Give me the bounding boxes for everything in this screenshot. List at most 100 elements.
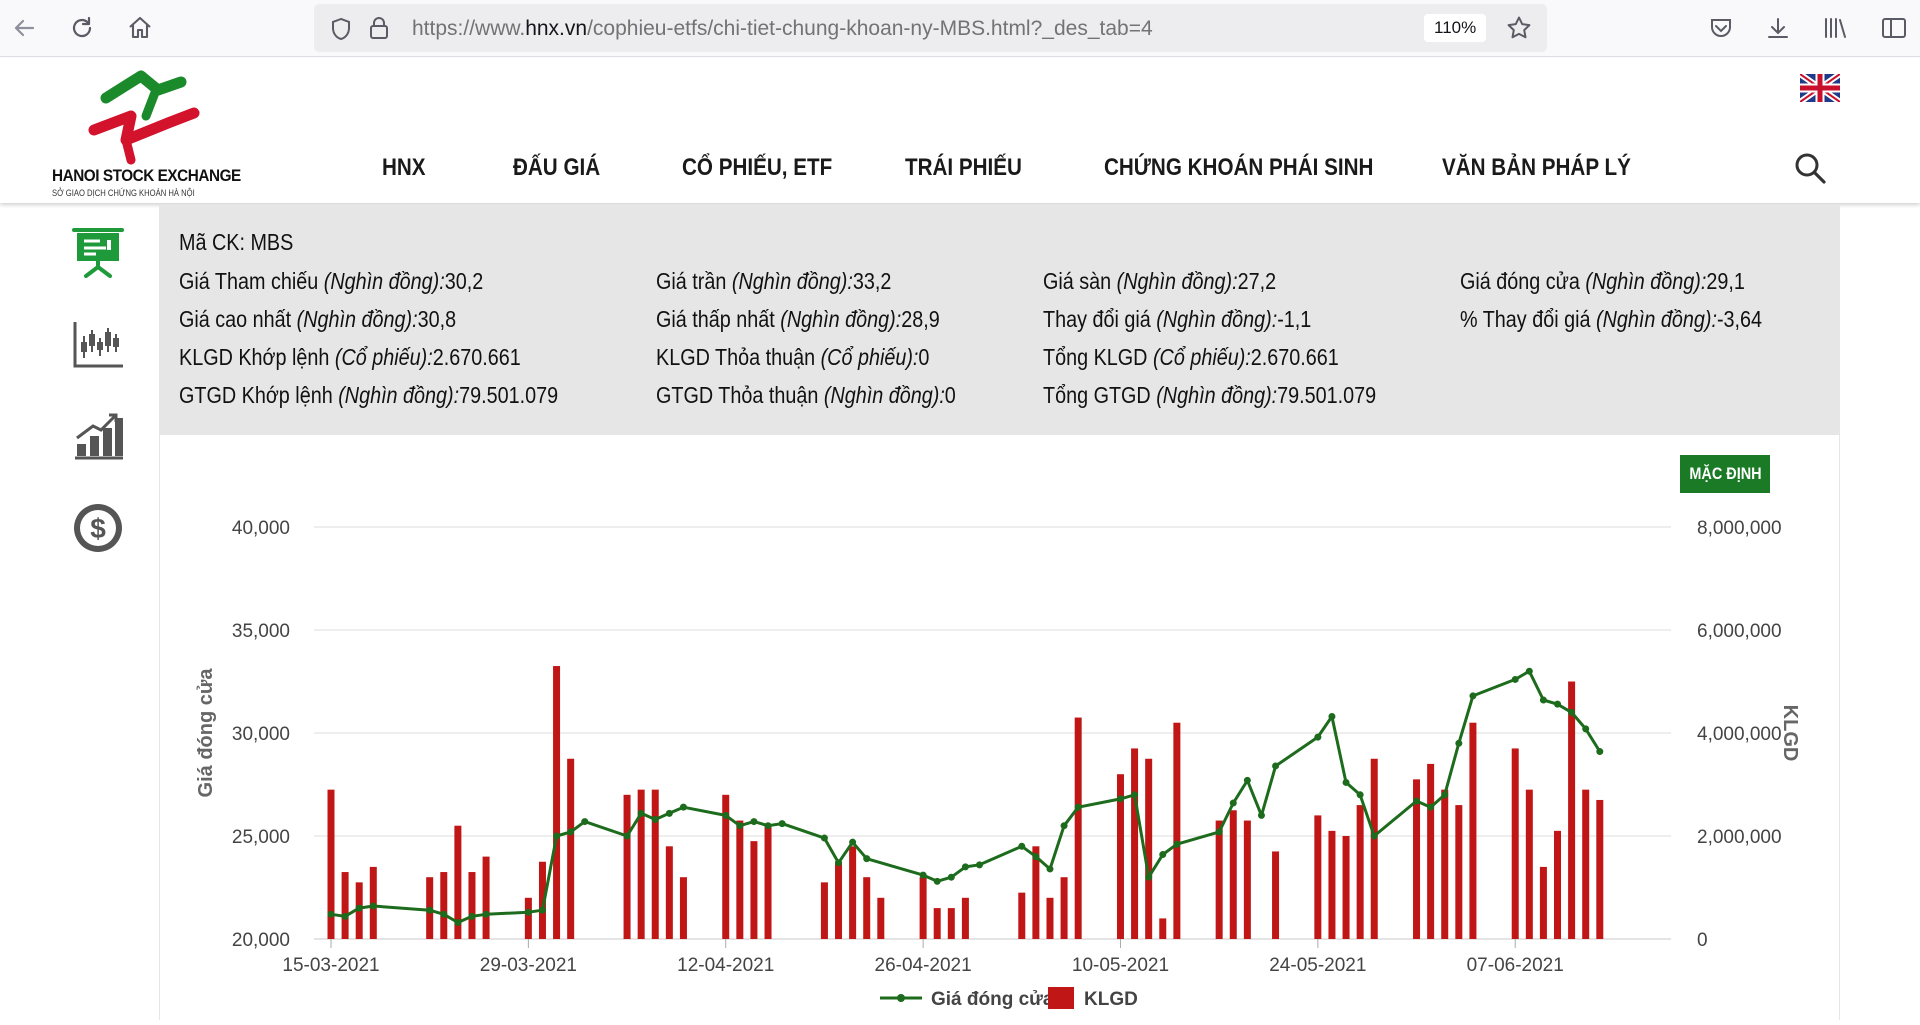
tracking-shield-icon[interactable] bbox=[330, 17, 352, 41]
menu-chung-khoan-phai-sinh[interactable]: CHỨNG KHOÁN PHÁI SINH bbox=[1104, 154, 1374, 181]
volume-bar bbox=[327, 789, 335, 939]
menu-dau-gia[interactable]: ĐẤU GIÁ bbox=[513, 154, 601, 181]
volume-bar bbox=[679, 877, 687, 939]
info-unit: (Nghìn đồng): bbox=[780, 306, 902, 332]
close-price-point bbox=[1469, 692, 1477, 700]
volume-bar bbox=[1173, 722, 1181, 939]
back-icon[interactable] bbox=[8, 12, 40, 44]
close-price-point bbox=[440, 910, 448, 918]
info-item: Giá cao nhất (Nghìn đồng):30,8 bbox=[179, 306, 456, 333]
search-icon[interactable] bbox=[1793, 151, 1827, 185]
close-price-point bbox=[567, 828, 575, 836]
info-item: KLGD Khớp lệnh (Cổ phiếu):2.670.661 bbox=[179, 344, 521, 371]
info-value: 2.670.661 bbox=[432, 344, 521, 370]
presentation-board-icon[interactable] bbox=[70, 224, 126, 280]
info-item: Thay đổi giá (Nghìn đồng):-1,1 bbox=[1043, 306, 1311, 333]
x-tick-label: 29-03-2021 bbox=[480, 955, 577, 976]
close-price-point bbox=[623, 832, 631, 840]
bar-growth-chart-icon[interactable] bbox=[70, 408, 126, 464]
close-price-point bbox=[1511, 675, 1519, 683]
info-item: Giá thấp nhất (Nghìn đồng):28,9 bbox=[656, 306, 940, 333]
close-price-point bbox=[1554, 700, 1562, 708]
volume-bar bbox=[553, 666, 561, 939]
close-price-point bbox=[426, 906, 434, 914]
volume-bar bbox=[1272, 851, 1280, 939]
address-bar[interactable]: https://www.hnx.vn/cophieu-etfs/chi-tiet… bbox=[314, 4, 1547, 52]
x-tick-label: 15-03-2021 bbox=[282, 955, 379, 976]
info-label: Giá Tham chiếu bbox=[179, 268, 319, 294]
close-price-point bbox=[1145, 873, 1153, 881]
close-price-point bbox=[750, 818, 758, 826]
close-price-point bbox=[637, 809, 645, 817]
url-text[interactable]: https://www.hnx.vn/cophieu-etfs/chi-tiet… bbox=[412, 17, 1153, 40]
info-unit: (Nghìn đồng): bbox=[296, 306, 418, 332]
close-price-point bbox=[1525, 667, 1533, 675]
info-label: KLGD Thỏa thuận bbox=[656, 344, 816, 370]
close-price-point bbox=[961, 863, 969, 871]
uk-flag-icon[interactable] bbox=[1800, 74, 1840, 102]
info-label: Tổng GTGD bbox=[1043, 382, 1151, 408]
close-price-point bbox=[1356, 791, 1364, 799]
volume-bar bbox=[1342, 836, 1350, 939]
y-left-tick-label: 25,000 bbox=[232, 827, 290, 848]
library-icon[interactable] bbox=[1820, 12, 1852, 44]
bookmark-star-icon[interactable] bbox=[1506, 15, 1532, 41]
close-price-point bbox=[1427, 803, 1435, 811]
close-price-point bbox=[849, 838, 857, 846]
info-label: Giá đóng cửa bbox=[1460, 268, 1580, 294]
info-item: Giá đóng cửa (Nghìn đồng):29,1 bbox=[1460, 268, 1745, 295]
close-price-point bbox=[369, 902, 377, 910]
legend-line-marker bbox=[897, 994, 905, 1002]
candlestick-chart-icon[interactable] bbox=[70, 316, 126, 372]
lock-icon[interactable] bbox=[368, 16, 390, 40]
close-price-point bbox=[341, 912, 349, 920]
info-unit: (Nghìn đồng): bbox=[1156, 306, 1278, 332]
hnx-logo[interactable]: HANOI STOCK EXCHANGE SỞ GIAO DỊCH CHỨNG … bbox=[48, 66, 241, 198]
info-label: Thay đổi giá bbox=[1043, 306, 1151, 332]
downloads-icon[interactable] bbox=[1762, 12, 1794, 44]
info-label: Giá sàn bbox=[1043, 268, 1112, 294]
info-unit: (Nghìn đồng): bbox=[731, 268, 853, 294]
legend-bar-swatch bbox=[1048, 987, 1074, 1009]
ticker-label: Mã CK: bbox=[179, 229, 245, 255]
close-price-point bbox=[1131, 791, 1139, 799]
reload-icon[interactable] bbox=[66, 12, 98, 44]
close-price-point bbox=[1257, 811, 1265, 819]
default-reset-button[interactable]: MẶC ĐỊNH bbox=[1680, 455, 1770, 493]
close-price-point bbox=[1046, 865, 1054, 873]
close-price-point bbox=[679, 803, 687, 811]
info-value: 28,9 bbox=[901, 306, 940, 332]
volume-bar bbox=[1582, 789, 1590, 939]
close-price-point bbox=[665, 809, 673, 817]
menu-hnx[interactable]: HNX bbox=[382, 154, 426, 181]
y-right-axis-title: KLGD bbox=[1779, 705, 1801, 762]
volume-bar bbox=[1032, 846, 1040, 939]
pocket-icon[interactable] bbox=[1705, 12, 1737, 44]
info-label: KLGD Khớp lệnh bbox=[179, 344, 330, 370]
close-price-point bbox=[1539, 696, 1547, 704]
info-label: GTGD Thỏa thuận bbox=[656, 382, 819, 408]
info-label: GTGD Khớp lệnh bbox=[179, 382, 333, 408]
dollar-coin-icon[interactable]: $ bbox=[70, 500, 126, 556]
close-price-point bbox=[1342, 778, 1350, 786]
close-price-point bbox=[553, 832, 561, 840]
close-price-point bbox=[820, 834, 828, 842]
menu-co-phieu-etf[interactable]: CỔ PHIẾU, ETF bbox=[682, 154, 833, 181]
menu-van-ban-phap-ly[interactable]: VĂN BẢN PHÁP LÝ bbox=[1442, 154, 1631, 181]
close-price-point bbox=[1568, 708, 1576, 716]
menu-trai-phieu[interactable]: TRÁI PHIẾU bbox=[905, 154, 1022, 181]
close-price-point bbox=[1441, 791, 1449, 799]
y-left-tick-label: 40,000 bbox=[232, 518, 290, 539]
home-icon[interactable] bbox=[124, 12, 156, 44]
volume-bar bbox=[1539, 866, 1547, 939]
info-item: Giá trần (Nghìn đồng):33,2 bbox=[656, 268, 891, 295]
sidebar-toggle-icon[interactable] bbox=[1878, 12, 1910, 44]
ticker-value: MBS bbox=[250, 229, 294, 255]
info-value: 30,8 bbox=[417, 306, 457, 332]
info-unit: (Cổ phiếu): bbox=[820, 344, 919, 370]
y-right-tick-label: 6,000,000 bbox=[1697, 621, 1782, 642]
close-price-point bbox=[1455, 739, 1463, 747]
close-price-point bbox=[355, 904, 363, 912]
zoom-level-badge[interactable]: 110% bbox=[1424, 14, 1487, 42]
y-right-tick-label: 8,000,000 bbox=[1697, 518, 1782, 539]
